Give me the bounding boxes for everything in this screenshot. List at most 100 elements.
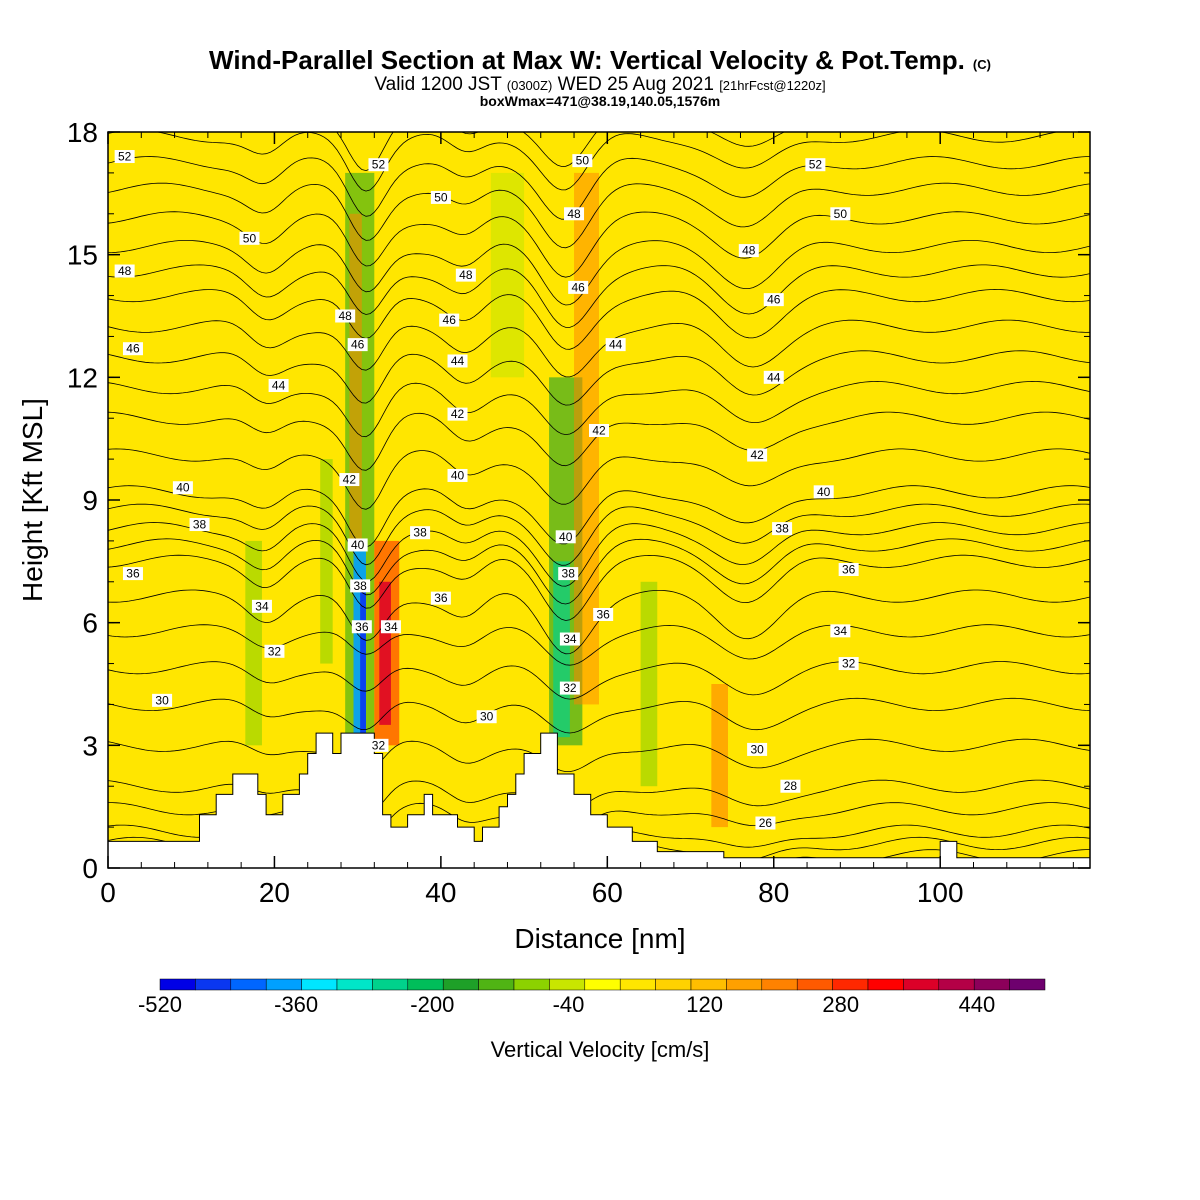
valid-prefix: Valid 1200 JST xyxy=(374,74,502,95)
velocity-band xyxy=(320,459,333,664)
svg-text:40: 40 xyxy=(351,538,365,552)
theta-contour xyxy=(108,448,1090,510)
contour-label: 44 xyxy=(605,338,626,352)
theta-contour xyxy=(108,319,1090,378)
contour-label: 38 xyxy=(189,518,210,532)
velocity-band xyxy=(553,561,570,738)
theta-contour xyxy=(108,661,1090,700)
svg-text:42: 42 xyxy=(451,407,465,421)
chart-title-tag: (C) xyxy=(973,57,991,72)
svg-text:38: 38 xyxy=(193,518,207,532)
svg-text:34: 34 xyxy=(834,624,848,638)
y-tick: 18 xyxy=(67,117,1090,148)
contour-label: 40 xyxy=(447,468,468,482)
x-tick: 60 xyxy=(592,132,623,908)
contour-label: 44 xyxy=(447,354,468,368)
svg-text:40: 40 xyxy=(817,485,831,499)
valid-zulu: (0300Z) xyxy=(507,78,553,93)
svg-text:36: 36 xyxy=(355,620,369,634)
svg-text:30: 30 xyxy=(480,710,494,724)
colorbar: -520 -360 -200 -40 120 280 440 xyxy=(138,978,1046,1017)
theta-contour xyxy=(108,697,1090,734)
svg-text:32: 32 xyxy=(372,738,386,752)
svg-text:40: 40 xyxy=(176,481,190,495)
svg-text:34: 34 xyxy=(255,599,269,613)
svg-text:46: 46 xyxy=(767,293,781,307)
svg-text:100: 100 xyxy=(917,877,964,908)
svg-text:46: 46 xyxy=(351,338,365,352)
x-axis: 0 20 40 60 80 100 xyxy=(100,132,1074,908)
theta-contour xyxy=(108,350,1090,406)
svg-text:30: 30 xyxy=(155,693,169,707)
contour-label: 48 xyxy=(335,309,356,323)
svg-text:48: 48 xyxy=(338,309,352,323)
contour-label: 44 xyxy=(268,379,289,393)
svg-text:36: 36 xyxy=(596,607,610,621)
svg-text:60: 60 xyxy=(592,877,623,908)
contour-label: 32 xyxy=(368,738,389,752)
theta-contour xyxy=(108,240,1090,306)
svg-text:36: 36 xyxy=(126,567,140,581)
svg-text:32: 32 xyxy=(268,644,282,658)
contour-label: 48 xyxy=(455,268,476,282)
svg-text:40: 40 xyxy=(559,530,573,544)
contour-label: 52 xyxy=(114,150,135,164)
svg-text:46: 46 xyxy=(572,280,586,294)
colorbar-swatch xyxy=(867,978,904,991)
svg-text:40: 40 xyxy=(425,877,456,908)
svg-text:42: 42 xyxy=(343,473,357,487)
svg-text:12: 12 xyxy=(67,362,98,393)
contour-label: 38 xyxy=(772,522,793,536)
colorbar-swatch xyxy=(442,978,479,991)
x-tick: 80 xyxy=(758,132,789,908)
colorbar-label: -360 xyxy=(274,992,318,1017)
svg-text:9: 9 xyxy=(82,485,98,516)
svg-text:46: 46 xyxy=(443,313,457,327)
contour-label: 40 xyxy=(172,481,193,495)
svg-text:32: 32 xyxy=(842,657,856,671)
svg-text:42: 42 xyxy=(592,423,606,437)
contour-label: 46 xyxy=(347,338,368,352)
colorbar-swatch xyxy=(1009,978,1046,991)
chart-title: Wind-Parallel Section at Max W: Vertical… xyxy=(209,45,991,75)
colorbar-label: 440 xyxy=(959,992,996,1017)
colorbar-swatch xyxy=(619,978,656,991)
svg-text:32: 32 xyxy=(563,681,577,695)
colorbar-swatch xyxy=(903,978,940,991)
colorbar-label: 280 xyxy=(822,992,859,1017)
contour-label: 46 xyxy=(122,342,143,356)
svg-text:48: 48 xyxy=(459,268,473,282)
contour-label: 48 xyxy=(114,264,135,278)
theta-contour xyxy=(108,288,1090,350)
contour-label: 42 xyxy=(339,473,360,487)
contour-label: 30 xyxy=(476,710,497,724)
contour-label: 52 xyxy=(805,158,826,172)
svg-text:40: 40 xyxy=(451,468,465,482)
plot-area: 52 48 46 40 38 36 30 50 44 34 32 48 46 52 42 40 38 36 34 32… xyxy=(108,132,1090,868)
y-tick: 15 xyxy=(67,240,1090,271)
colorbar-swatch xyxy=(513,978,550,991)
colorbar-swatch xyxy=(478,978,515,991)
colorbar-swatch xyxy=(195,978,232,991)
svg-text:46: 46 xyxy=(126,342,140,356)
colorbar-title: Vertical Velocity [cm/s] xyxy=(491,1037,710,1062)
svg-text:44: 44 xyxy=(767,370,781,384)
colorbar-label: -200 xyxy=(410,992,454,1017)
velocity-band xyxy=(379,581,391,725)
svg-text:28: 28 xyxy=(784,779,798,793)
svg-text:80: 80 xyxy=(758,877,789,908)
colorbar-swatch xyxy=(832,978,869,991)
contour-label: 30 xyxy=(747,742,768,756)
contour-label: 32 xyxy=(838,657,859,671)
colorbar-swatch xyxy=(336,978,373,991)
theta-contour xyxy=(108,538,1090,605)
svg-text:44: 44 xyxy=(609,338,623,352)
velocity-band xyxy=(711,684,728,828)
contour-label: 34 xyxy=(559,632,580,646)
contour-label: 26 xyxy=(755,816,776,830)
forecast-info: [21hrFcst@1220z] xyxy=(719,78,825,93)
contour-label: 32 xyxy=(264,644,285,658)
contour-label: 46 xyxy=(763,293,784,307)
svg-text:52: 52 xyxy=(809,158,823,172)
